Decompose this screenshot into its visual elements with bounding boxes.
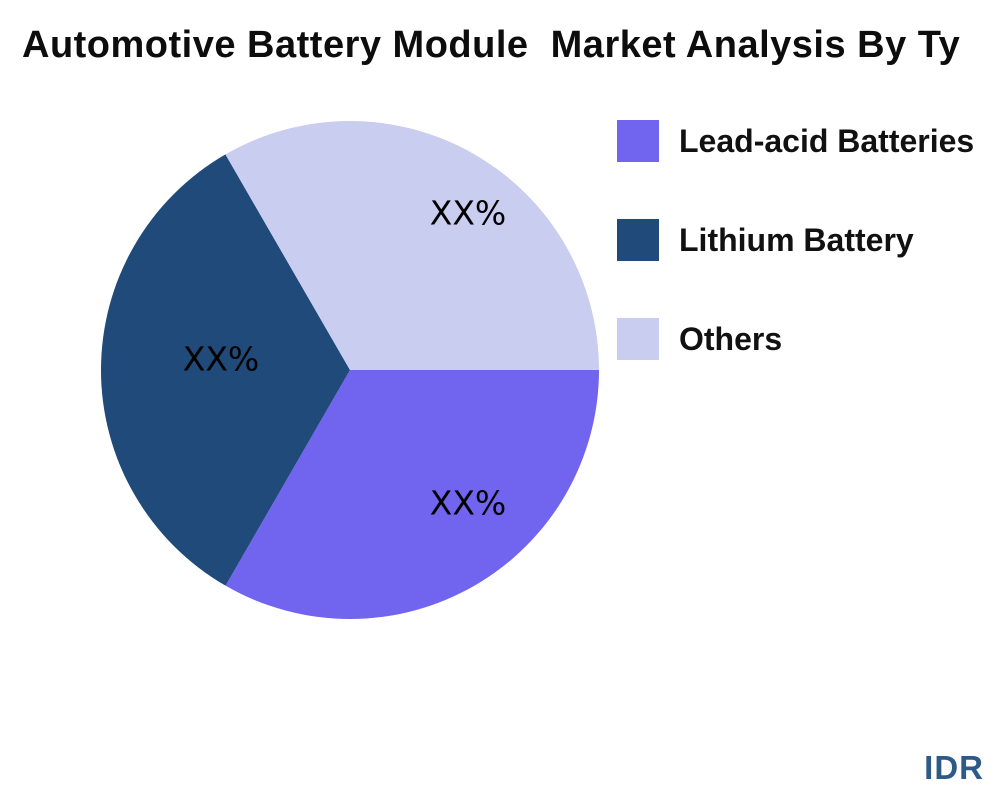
legend-swatch-others <box>617 318 659 360</box>
watermark-logo: IDR <box>924 749 984 786</box>
legend-item-others: Others <box>617 318 974 360</box>
pie-slice-others <box>225 120 599 370</box>
legend-label-others: Others <box>679 320 783 357</box>
legend-item-lead-acid: Lead-acid Batteries <box>617 120 974 162</box>
pie-slice-label-lithium: XX% <box>182 339 260 379</box>
legend-label-lithium: Lithium Battery <box>679 221 914 258</box>
pie-slice-lithium-battery <box>100 154 350 586</box>
legend-item-lithium: Lithium Battery <box>617 219 974 261</box>
pie-slice-lead-acid-batteries <box>225 370 600 620</box>
chart-title: Automotive Battery Module Market Analysi… <box>22 24 961 66</box>
pie-slice-label-lead-acid: XX% <box>429 483 507 523</box>
legend-label-lead-acid: Lead-acid Batteries <box>679 122 975 159</box>
legend-swatch-lead-acid <box>617 120 659 162</box>
legend-swatch-lithium <box>617 219 659 261</box>
pie-slice-label-others: XX% <box>429 193 507 233</box>
legend: Lead-acid Batteries Lithium Battery Othe… <box>617 120 974 360</box>
